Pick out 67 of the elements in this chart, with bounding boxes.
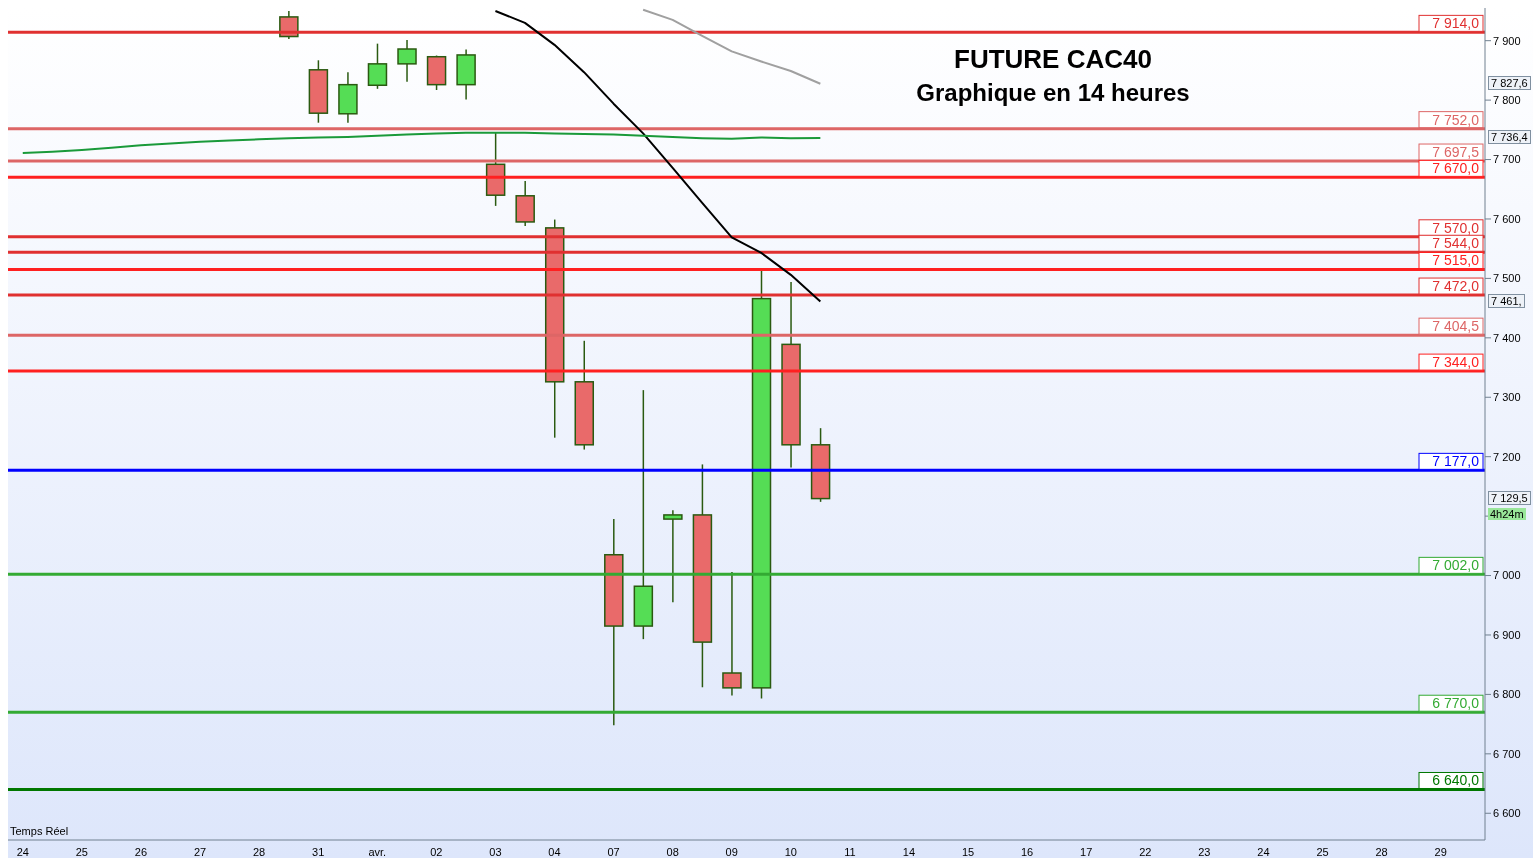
y-tick-label: 6 700: [1493, 747, 1521, 760]
x-tick-label: 27: [193, 845, 207, 858]
x-tick-label: 11: [844, 845, 856, 858]
y-tick-label: 6 900: [1493, 628, 1521, 641]
text: 4h24m: [1488, 507, 1526, 520]
x-tick-label: 09: [725, 845, 738, 858]
line-series: [494, 9, 822, 303]
x-tick-label: 10: [784, 845, 797, 858]
y-tick-label: 7 800: [1493, 94, 1521, 107]
text: FUTURE CAC40: [953, 44, 1153, 75]
ref-line-label: 7 404,5: [1432, 318, 1480, 335]
x-tick-label: 26: [134, 845, 148, 858]
y-tick-label: 7 900: [1493, 34, 1521, 47]
annotation: 7 461,: [1488, 293, 1525, 308]
x-tick-label: 31: [312, 845, 325, 858]
candlestick: [367, 42, 388, 90]
ref-line-label: 7 002,0: [1432, 557, 1480, 574]
text: Graphique en 14 heures: [915, 79, 1191, 107]
ref-line-label: 7 472,0: [1432, 278, 1480, 295]
candlestick: [722, 571, 742, 697]
y-tick-label: 7 300: [1493, 391, 1521, 404]
y-tick-label: 7 400: [1493, 331, 1521, 344]
ref-line-label: 7 177,0: [1432, 453, 1480, 470]
line-series: [21, 131, 822, 155]
x-tick-label: 28: [252, 845, 266, 858]
x-tick-label: 24: [1257, 845, 1270, 858]
x-tick-label: 23: [1198, 845, 1211, 858]
ref-line-label: 7 670,0: [1432, 160, 1480, 177]
x-tick-label: 03: [489, 845, 502, 858]
ref-line-label: 6 640,0: [1432, 772, 1480, 789]
y-tick-label: 7 000: [1493, 569, 1521, 582]
ref-line-label: 7 544,0: [1432, 235, 1480, 252]
x-tick-label: 22: [1139, 845, 1152, 858]
ref-line-label: 7 914,0: [1432, 15, 1480, 32]
line-series: [642, 8, 822, 85]
x-tick-label: 29: [1434, 845, 1447, 858]
candlestick: [397, 39, 417, 83]
y-tick-label: 7 600: [1493, 212, 1521, 225]
x-tick-label: avr.: [368, 845, 387, 858]
x-tick-label: 25: [1316, 845, 1329, 858]
x-tick-label: 17: [1080, 845, 1093, 858]
x-tick-label: 02: [430, 845, 443, 858]
ref-line-label: 7 515,0: [1432, 252, 1480, 269]
x-tick-label: 07: [607, 845, 620, 858]
x-tick-label: 24: [16, 845, 29, 858]
y-tick-label: 6 800: [1493, 688, 1521, 701]
annotation: 7 827,6: [1488, 75, 1531, 90]
x-tick-label: 04: [548, 845, 561, 858]
y-tick-label: 7 700: [1493, 153, 1521, 166]
x-tick-label: 14: [902, 845, 916, 858]
y-tick-label: 7 200: [1493, 450, 1521, 463]
x-tick-label: 16: [1021, 845, 1034, 858]
x-tick-label: 15: [961, 845, 975, 858]
ref-line-label: 7 344,0: [1432, 354, 1480, 371]
x-tick-label: 28: [1375, 845, 1388, 858]
ref-line-label: 6 770,0: [1432, 695, 1480, 712]
ref-line-label: 7 752,0: [1432, 111, 1480, 128]
annotation: 7 736,4: [1488, 129, 1531, 144]
ref-line-label: 7 697,5: [1432, 144, 1480, 161]
annotation: Temps Réel: [10, 825, 69, 837]
y-tick-label: 6 600: [1493, 807, 1521, 820]
x-tick-label: 08: [666, 845, 679, 858]
ref-line-label: 7 570,0: [1432, 219, 1480, 236]
y-tick-label: 7 500: [1493, 272, 1521, 285]
x-tick-label: 25: [75, 845, 88, 858]
annotation: 7 129,5: [1488, 490, 1531, 505]
candlestick: [663, 509, 683, 604]
